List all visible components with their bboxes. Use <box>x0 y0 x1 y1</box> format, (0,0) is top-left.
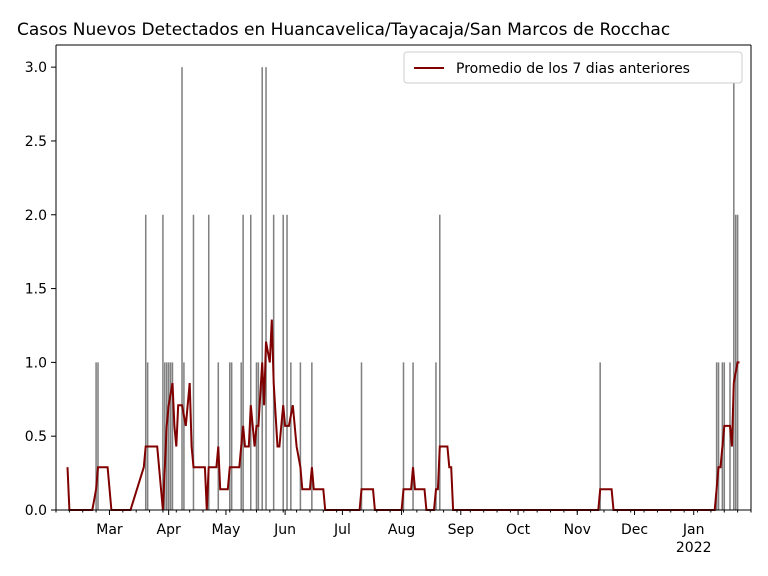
bar <box>242 214 244 510</box>
bar <box>360 362 363 510</box>
legend: Promedio de los 7 dias anteriores <box>403 51 743 84</box>
chart-title: Casos Nuevos Detectados en Huancavelica/… <box>17 20 670 40</box>
bar <box>290 362 292 510</box>
bar <box>299 362 302 510</box>
bar <box>265 67 267 511</box>
x-tick-label: Dec <box>621 522 648 538</box>
x-tick-label: Mar <box>96 522 123 538</box>
axes: 0.0 0.5 1.0 1.5 2.0 2.5 3.0 Mar Apr May Jun Jul Aug S… <box>25 44 752 556</box>
legend-box <box>403 51 743 84</box>
bar <box>167 362 170 510</box>
x-tick-label: Nov <box>564 522 591 538</box>
bar <box>249 214 252 510</box>
y-tick-label: 2.0 <box>25 208 47 224</box>
bar <box>715 362 718 510</box>
bar <box>733 67 735 511</box>
bar <box>183 362 185 510</box>
y-tick-label: 1.5 <box>25 282 47 298</box>
bar <box>599 362 601 510</box>
x-tick-label: Jun <box>273 522 296 538</box>
x-tick-label: 2022 <box>676 540 712 556</box>
x-tick-label: Apr <box>157 522 181 538</box>
x-tick-label: Aug <box>388 522 415 538</box>
x-tick-label: May <box>211 522 240 538</box>
bar <box>435 362 437 510</box>
bar <box>228 362 231 510</box>
x-tick-label: Oct <box>506 522 531 538</box>
y-tick-label: 1.0 <box>25 355 47 371</box>
bar <box>257 362 260 510</box>
x-tick-label: Jan <box>682 522 705 538</box>
legend-label: Promedio de los 7 dias anteriores <box>456 61 690 77</box>
bar <box>164 362 166 510</box>
x-tick-label: Jul <box>333 522 351 538</box>
bar <box>97 362 99 510</box>
bar <box>282 214 284 510</box>
bar <box>734 214 737 510</box>
bar <box>162 214 164 510</box>
bar <box>192 214 195 510</box>
bar <box>217 362 220 510</box>
bar <box>207 214 210 510</box>
bar <box>144 214 147 510</box>
bar <box>95 362 97 510</box>
bar <box>169 362 172 510</box>
bar <box>439 214 441 510</box>
average-line-series <box>66 319 740 511</box>
average-line <box>66 319 740 511</box>
bar <box>717 362 720 510</box>
bar <box>311 362 313 510</box>
y-tick-label: 3.0 <box>25 60 47 76</box>
bar <box>261 67 263 511</box>
x-tick-label: Sep <box>448 522 475 538</box>
bar <box>402 362 405 510</box>
y-tick-label: 0.5 <box>25 429 47 445</box>
bar <box>181 67 183 511</box>
bar <box>171 362 174 510</box>
y-tick-label: 0.0 <box>25 503 47 519</box>
bar <box>230 362 233 510</box>
bar <box>286 214 288 510</box>
bar <box>146 362 149 510</box>
bar <box>412 362 414 510</box>
y-tick-label: 2.5 <box>25 134 47 150</box>
